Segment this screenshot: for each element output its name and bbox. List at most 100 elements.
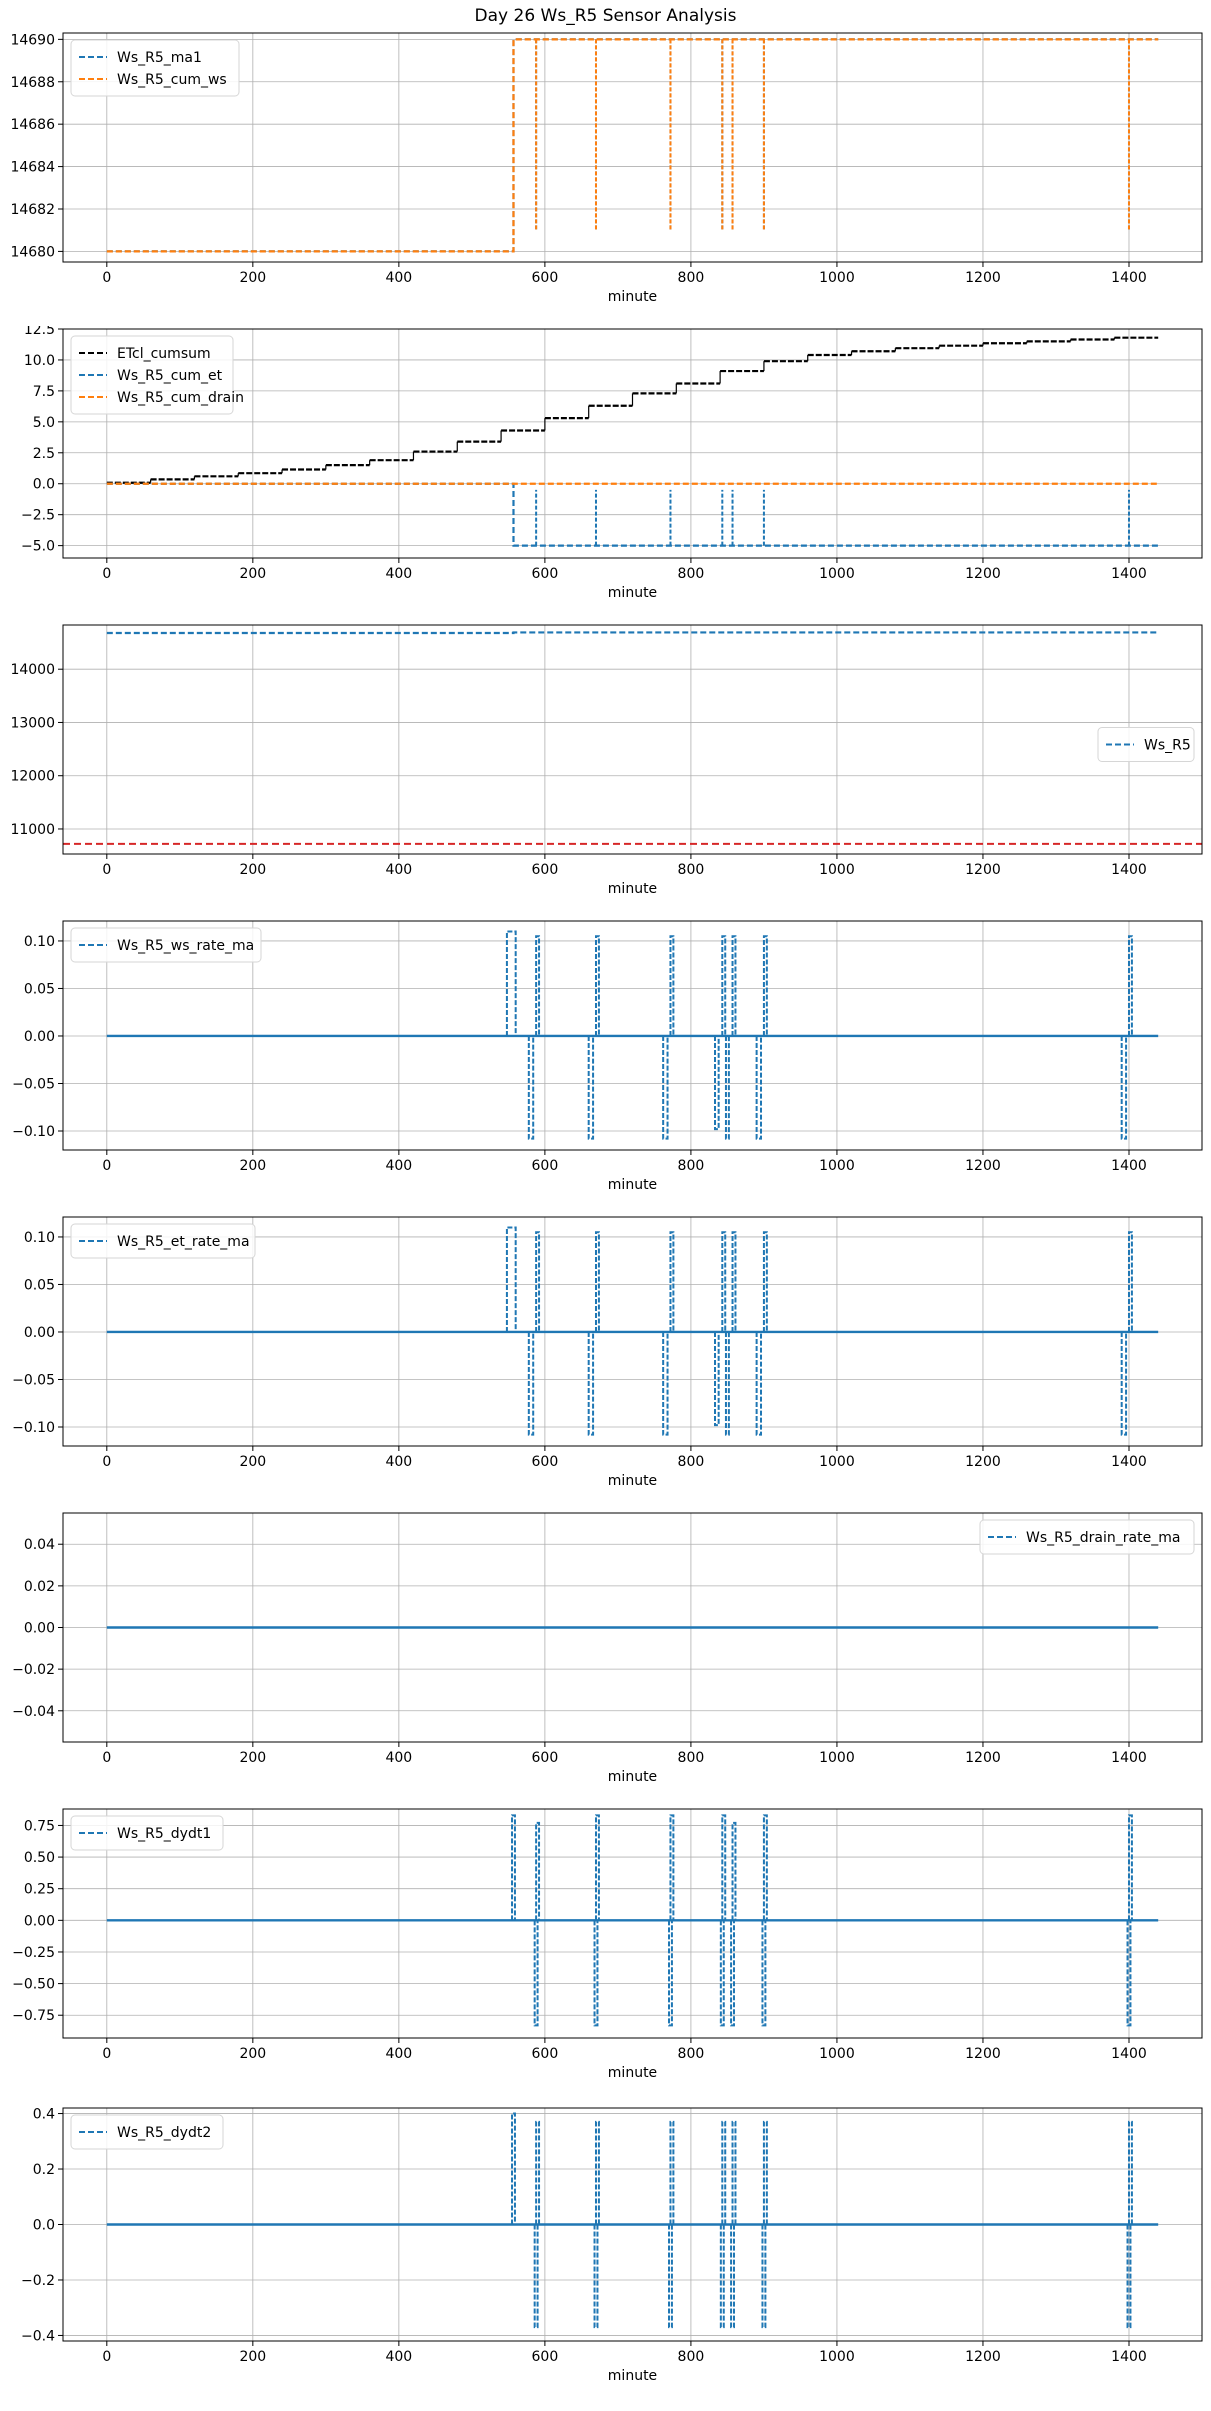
chart-6-xtick-label: 600	[532, 1750, 559, 1766]
chart-5-xlabel: minute	[608, 1473, 657, 1489]
chart-1-legend: Ws_R5_ma1 Ws_R5_cum_ws	[70, 39, 240, 97]
chart-5-ytick-label: 0.10	[24, 1230, 55, 1246]
chart-6-ytick-label: −0.02	[12, 1662, 55, 1678]
chart-6-xtick-label: 800	[678, 1750, 705, 1766]
chart-8-series-1-pulse	[668, 2224, 673, 2329]
chart-5-ytick-label: −0.05	[12, 1372, 55, 1388]
chart-7-xlabel: minute	[608, 2065, 657, 2081]
chart-8-series-1-pulse	[511, 2112, 516, 2225]
chart-8-legend-box	[70, 2114, 224, 2150]
chart-7-ytick-label: 0.50	[24, 1850, 55, 1866]
chart-5-series-1-pulse	[1127, 1231, 1133, 1332]
chart-1-plot-area	[106, 38, 1159, 253]
chart-3-xlabel: minute	[608, 881, 657, 897]
chart-6-xtick-label: 1000	[819, 1750, 855, 1766]
chart-2-xtick-label: 400	[385, 566, 412, 582]
chart-7-ytick-label: 0.00	[24, 1913, 55, 1929]
chart-8-ytick-label: 0.0	[33, 2218, 55, 2234]
chart-1-ytick-label: 14690	[10, 32, 55, 48]
chart-5-xtick-label: 800	[678, 1454, 705, 1470]
chart-1-ytick-label: 14686	[10, 117, 55, 133]
chart-1-series-1	[106, 38, 1159, 253]
chart-1-ytick-label: 14682	[10, 202, 55, 218]
chart-1-xtick-label: 400	[385, 270, 412, 286]
chart-7-xtick-label: 1000	[819, 2046, 855, 2062]
chart-5-xtick-label: 400	[385, 1454, 412, 1470]
chart-8-plot-area	[106, 2112, 1159, 2329]
chart-8-xtick-label: 400	[385, 2349, 412, 2365]
chart-8-series-1-pulse	[730, 2224, 735, 2329]
chart-2-legend-label: Ws_R5_cum_et	[117, 368, 223, 384]
chart-7-series-1-pulse	[761, 1920, 767, 2027]
chart-2-frame	[62, 328, 1203, 559]
chart-4-series-1-pulse	[587, 1035, 595, 1140]
chart-6-xtick-label: 0	[102, 1750, 111, 1766]
chart-4-series-1-pulse	[724, 1035, 730, 1140]
subplot-1: 0 200 400 600 800 1000 1200 1400 14680 14682 14684…	[0, 30, 1211, 308]
chart-3-legend: Ws_R5	[1097, 727, 1195, 762]
chart-5-series-1-pulse	[505, 1226, 517, 1332]
chart-4-series-1-pulse	[505, 930, 517, 1036]
chart-7-series-1-pulse	[762, 1814, 768, 1921]
chart-4-xtick-label: 400	[385, 1158, 412, 1174]
chart-4-xtick-label: 800	[678, 1158, 705, 1174]
chart-2-legend-box	[70, 335, 234, 415]
chart-4-series-1-pulse	[1120, 1035, 1128, 1140]
chart-3-ytick-label: 13000	[10, 715, 55, 731]
chart-4-xlabel: minute	[608, 1177, 657, 1193]
chart-2-xtick-label: 0	[102, 566, 111, 582]
chart-4-xtick-label: 1000	[819, 1158, 855, 1174]
chart-1-frame	[62, 32, 1203, 263]
chart-8-ytick-label: −0.2	[21, 2273, 55, 2289]
chart-7-ytick-label: −0.50	[12, 1977, 55, 1993]
chart-7-plot-area	[106, 1814, 1159, 2027]
chart-4-legend-label: Ws_R5_ws_rate_ma	[117, 938, 254, 954]
chart-8-ytick-label: 0.2	[33, 2162, 55, 2178]
chart-8-series-1-pulse	[594, 2120, 600, 2225]
chart-4-series-1-pulse	[1127, 935, 1133, 1036]
chart-7-series-1-pulse	[719, 1920, 725, 2027]
chart-2-legend: ETcl_cumsum Ws_R5_cum_et Ws_R5_cum_drain	[70, 335, 244, 415]
chart-2-plot-area	[106, 336, 1159, 547]
chart-2-xtick-label: 800	[678, 566, 705, 582]
chart-4-series-1-pulse	[721, 935, 727, 1036]
chart-5-xtick-label: 1400	[1111, 1454, 1147, 1470]
chart-6-xtick-label: 400	[385, 1750, 412, 1766]
chart-5-ytick-label: 0.05	[24, 1277, 55, 1293]
chart-4-ytick-label: −0.10	[12, 1124, 55, 1140]
chart-2-ytick-label: 0.0	[33, 477, 55, 493]
chart-8-ytick-label: 0.4	[33, 2107, 55, 2123]
subplot-3: 0 200 400 600 800 1000 1200 1400 11000 12000 13000…	[0, 622, 1211, 900]
chart-8-series-1-pulse	[1127, 2120, 1133, 2225]
chart-8-series-1-pulse	[761, 2224, 767, 2329]
chart-5-plot-area	[106, 1226, 1159, 1436]
chart-7-series-1-pulse	[669, 1814, 675, 1921]
chart-4-svg: 0 200 400 600 800 1000 1200 1400 −0.10 −0.05 0.00 0…	[12, 920, 1203, 1193]
chart-8-series-1-pulse	[731, 2120, 737, 2225]
chart-1-legend-label: Ws_R5_cum_ws	[117, 72, 227, 88]
subplot-4: 0 200 400 600 800 1000 1200 1400 −0.10 −0.05 0.00 0…	[0, 918, 1211, 1196]
chart-4-series-1-pulse	[527, 1035, 535, 1140]
chart-8-legend-label: Ws_R5_dydt2	[117, 2125, 211, 2141]
chart-5-series-1-pulse	[724, 1331, 730, 1436]
chart-4-series-1-pulse	[669, 935, 675, 1036]
chart-2-legend-label: Ws_R5_cum_drain	[117, 390, 244, 406]
chart-6-legend: Ws_R5_drain_rate_ma	[979, 1519, 1195, 1555]
chart-5-series-1-pulse	[594, 1231, 600, 1332]
chart-4-series-1-pulse	[594, 935, 600, 1036]
chart-4-series-1-pulse	[731, 935, 737, 1036]
chart-5-xtick-label: 0	[102, 1454, 111, 1470]
chart-5-series-1-pulse	[714, 1331, 720, 1427]
chart-8-xtick-label: 1200	[965, 2349, 1001, 2365]
chart-3-xtick-label: 1200	[965, 862, 1001, 878]
chart-8-svg: 0 200 400 600 800 1000 1200 1400 −0.4 −0.2 0.0 0.2 0…	[21, 2107, 1203, 2384]
chart-5-series-1-pulse	[527, 1331, 535, 1436]
chart-8-series-1-pulse	[721, 2120, 727, 2225]
chart-7-series-1-pulse	[594, 1814, 600, 1921]
chart-2-ytick-label: 10.0	[24, 353, 55, 369]
chart-1-ytick-label: 14688	[10, 75, 55, 91]
chart-8-xtick-label: 0	[102, 2349, 111, 2365]
chart-1-legend-label: Ws_R5_ma1	[117, 50, 202, 66]
chart-5-series-1-pulse	[721, 1231, 727, 1332]
chart-5-series-1-pulse	[669, 1231, 675, 1332]
